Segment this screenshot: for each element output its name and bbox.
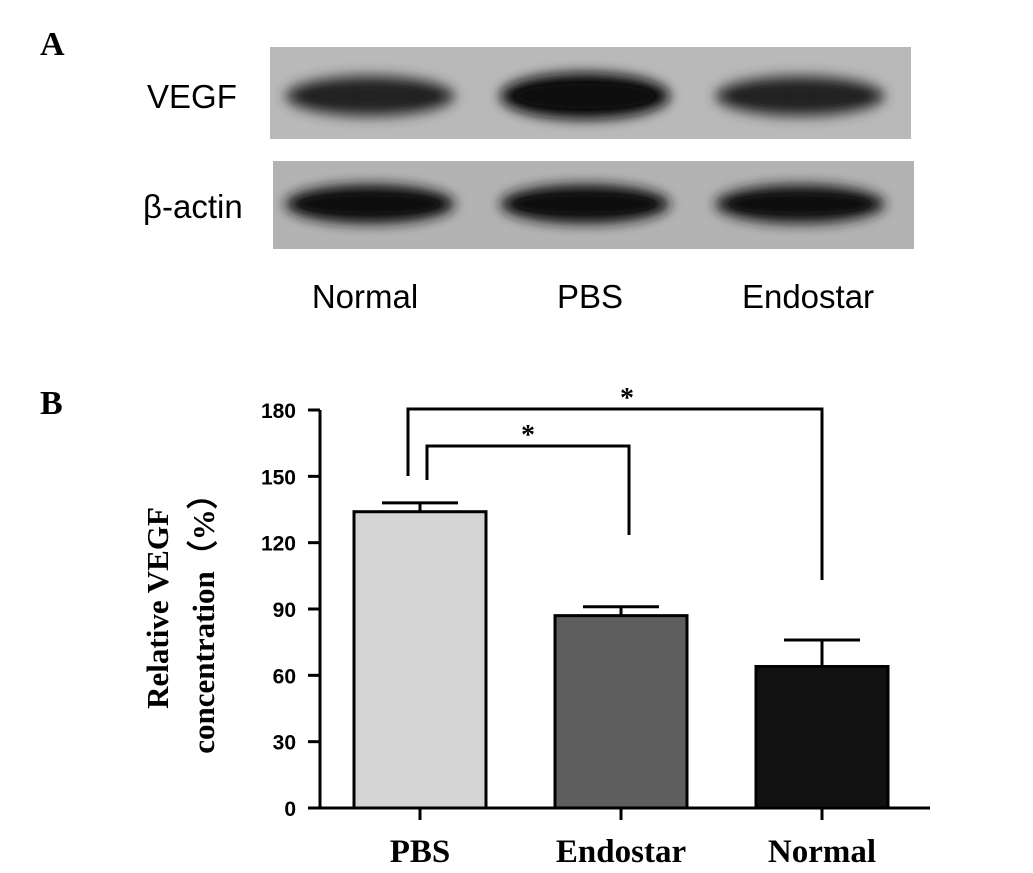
- blot-band-core: [300, 84, 440, 108]
- significance-bracket: [425, 444, 631, 535]
- y-tick-label: 30: [273, 732, 296, 755]
- blot-row-label-vegf: VEGF: [147, 78, 237, 115]
- lane-label-pbs: PBS: [556, 278, 624, 315]
- lane-label-endostar: Endostar: [741, 278, 875, 315]
- blot-band-core: [730, 194, 870, 214]
- y-tick-label: 150: [261, 466, 296, 489]
- y-tick-label: 120: [261, 533, 296, 556]
- blot-band-core: [515, 194, 655, 214]
- significance-star: *: [521, 420, 535, 451]
- y-tick-label: 0: [284, 798, 296, 821]
- bar-pbs: [352, 510, 488, 810]
- blot-band-core: [730, 85, 870, 107]
- significance-star: *: [620, 383, 634, 414]
- x-category-label: Normal: [768, 834, 876, 870]
- panel-b-letter: B: [40, 385, 63, 422]
- blot-band-core: [515, 83, 655, 109]
- bar-endostar: [553, 614, 689, 810]
- lane-label-normal: Normal: [311, 278, 419, 315]
- y-axis-label-line2: concentration（%）: [186, 478, 221, 754]
- significance-bracket: [406, 407, 824, 580]
- blot-row-label-actin: β-actin: [143, 188, 243, 225]
- y-axis-label-line1: Relative VEGF: [140, 507, 175, 709]
- y-tick-label: 90: [273, 599, 296, 622]
- western-blot: [270, 47, 914, 249]
- blot-band-core: [300, 194, 440, 214]
- y-tick-label: 180: [261, 400, 296, 423]
- bar-normal: [754, 664, 890, 810]
- panel-a-letter: A: [40, 26, 65, 63]
- x-category-label: Endostar: [556, 834, 686, 870]
- x-category-label: PBS: [390, 834, 451, 870]
- y-tick-label: 60: [273, 665, 296, 688]
